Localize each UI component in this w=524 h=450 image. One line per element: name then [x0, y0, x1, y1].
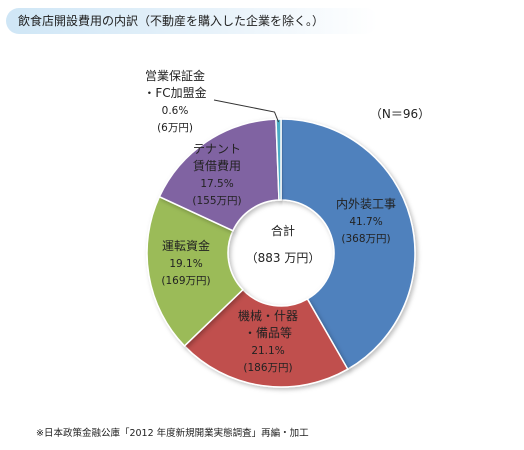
- slice-4-amount-label: (155万円): [192, 195, 241, 207]
- pie-slice-3: [146, 195, 244, 348]
- slice-4-name-label: テナント: [193, 142, 241, 156]
- chart-title: 飲食店開設費用の内訳（不動産を購入した企業を除く。）: [18, 14, 325, 28]
- slice-3-name-label: 運転資金: [162, 238, 210, 253]
- slice-1-name-label: 内外装工事: [336, 197, 396, 211]
- slice-1-amount-label: (368万円): [341, 233, 390, 245]
- pie-slice-2: [183, 288, 349, 388]
- slice-2-amount-label: (186万円): [243, 362, 292, 374]
- title-bar: 飲食店開設費用の内訳（不動産を購入した企業を除く。）: [6, 8, 378, 34]
- pie-slice-4: [158, 118, 280, 232]
- sample-size-label: （N＝96）: [370, 107, 430, 121]
- slice-1-percent-label: 41.7%: [349, 216, 382, 228]
- slice-3-percent-label: 19.1%: [169, 258, 202, 270]
- slice-5-name-label: ・FC加盟金: [143, 85, 206, 100]
- pie-slice-1: [280, 118, 416, 371]
- slice-4-percent-label: 17.5%: [200, 178, 233, 190]
- slice-3-amount-label: (169万円): [161, 275, 210, 287]
- source-footnote: ※日本政策金融公庫「2012 年度新規開業実態調査」再編・加工: [36, 428, 309, 439]
- center-total-value: （883 万円）: [246, 251, 321, 265]
- center-total-label: 合計: [271, 223, 295, 238]
- slice-5-name-label: 営業保証金: [145, 68, 205, 83]
- slice-5-amount-label: (6万円): [157, 122, 193, 134]
- slice-5-leader-line: [213, 99, 279, 123]
- slice-5-percent-label: 0.6%: [162, 105, 189, 117]
- slice-2-name-label: 機械・什器: [238, 308, 298, 323]
- slice-2-name-label: ・備品等: [244, 325, 292, 340]
- slice-2-percent-label: 21.1%: [251, 345, 284, 357]
- slice-4-name-label: 賃借費用: [193, 158, 241, 173]
